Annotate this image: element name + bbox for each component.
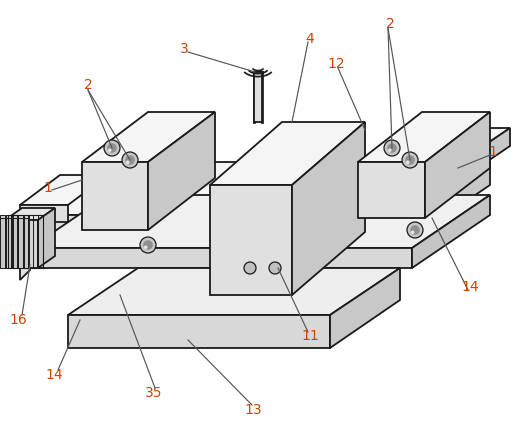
Polygon shape: [12, 215, 17, 218]
Text: 13: 13: [244, 403, 262, 417]
Circle shape: [402, 152, 418, 168]
Text: 1: 1: [44, 181, 53, 195]
Polygon shape: [412, 195, 490, 268]
Polygon shape: [20, 175, 108, 205]
Text: 2: 2: [84, 78, 93, 92]
Circle shape: [411, 231, 414, 234]
Text: 16: 16: [9, 313, 27, 327]
Polygon shape: [0, 218, 5, 268]
Polygon shape: [30, 215, 412, 238]
Circle shape: [405, 155, 415, 165]
Circle shape: [108, 149, 111, 152]
Circle shape: [104, 140, 120, 156]
Circle shape: [269, 262, 281, 274]
Circle shape: [126, 160, 129, 164]
Text: 35: 35: [145, 386, 163, 400]
Circle shape: [144, 245, 148, 249]
Polygon shape: [20, 205, 68, 222]
Polygon shape: [18, 218, 23, 268]
Polygon shape: [82, 112, 215, 162]
Circle shape: [388, 149, 392, 152]
Circle shape: [244, 262, 256, 274]
Circle shape: [107, 143, 117, 153]
Polygon shape: [38, 208, 55, 268]
Circle shape: [140, 237, 156, 253]
Polygon shape: [24, 215, 29, 218]
Text: 12: 12: [327, 57, 345, 71]
Polygon shape: [210, 185, 292, 295]
Polygon shape: [254, 72, 262, 122]
Polygon shape: [0, 215, 5, 218]
Polygon shape: [20, 200, 30, 280]
Polygon shape: [358, 112, 490, 162]
Polygon shape: [425, 112, 490, 218]
Polygon shape: [5, 208, 55, 220]
Polygon shape: [30, 195, 490, 248]
Polygon shape: [30, 162, 490, 215]
Polygon shape: [6, 215, 11, 218]
Polygon shape: [330, 268, 400, 348]
Polygon shape: [24, 218, 29, 268]
Circle shape: [407, 222, 423, 238]
Circle shape: [387, 143, 397, 153]
Polygon shape: [358, 162, 425, 218]
Text: 14: 14: [461, 280, 479, 294]
Polygon shape: [30, 248, 412, 268]
Polygon shape: [210, 122, 365, 185]
Polygon shape: [6, 218, 11, 268]
Polygon shape: [148, 112, 215, 230]
Circle shape: [143, 240, 153, 250]
Polygon shape: [412, 162, 490, 238]
Polygon shape: [82, 162, 148, 230]
Text: 1: 1: [489, 145, 498, 159]
Polygon shape: [440, 128, 510, 162]
Polygon shape: [5, 220, 38, 268]
Polygon shape: [292, 122, 365, 295]
Text: 14: 14: [45, 368, 63, 382]
Text: 4: 4: [306, 32, 315, 46]
Circle shape: [125, 155, 135, 165]
Circle shape: [122, 152, 138, 168]
Circle shape: [384, 140, 400, 156]
Circle shape: [410, 225, 420, 235]
Polygon shape: [68, 268, 400, 315]
Polygon shape: [440, 162, 460, 180]
Text: 2: 2: [386, 17, 394, 31]
Polygon shape: [68, 315, 330, 348]
Polygon shape: [460, 128, 510, 180]
Circle shape: [406, 160, 410, 164]
Text: 11: 11: [301, 329, 319, 343]
Polygon shape: [18, 215, 23, 218]
Text: 3: 3: [179, 42, 188, 56]
Polygon shape: [12, 218, 17, 268]
